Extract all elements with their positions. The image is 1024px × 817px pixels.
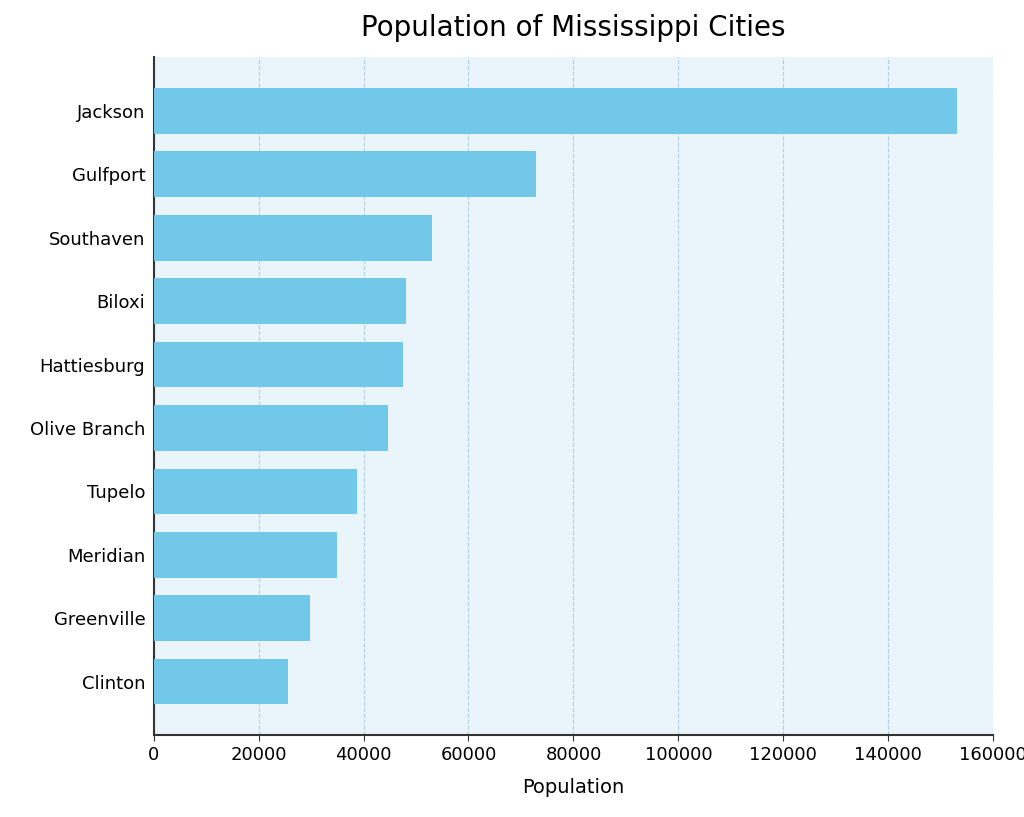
X-axis label: Population: Population — [522, 778, 625, 797]
Bar — [154, 215, 432, 261]
Bar — [154, 279, 407, 324]
Bar — [154, 342, 402, 387]
Bar — [154, 659, 289, 704]
Bar — [154, 405, 388, 451]
Bar — [154, 468, 357, 514]
Bar — [154, 151, 536, 197]
Title: Population of Mississippi Cities: Population of Mississippi Cities — [361, 15, 785, 42]
Bar — [154, 596, 310, 641]
Bar — [154, 88, 956, 134]
Bar — [154, 532, 337, 578]
